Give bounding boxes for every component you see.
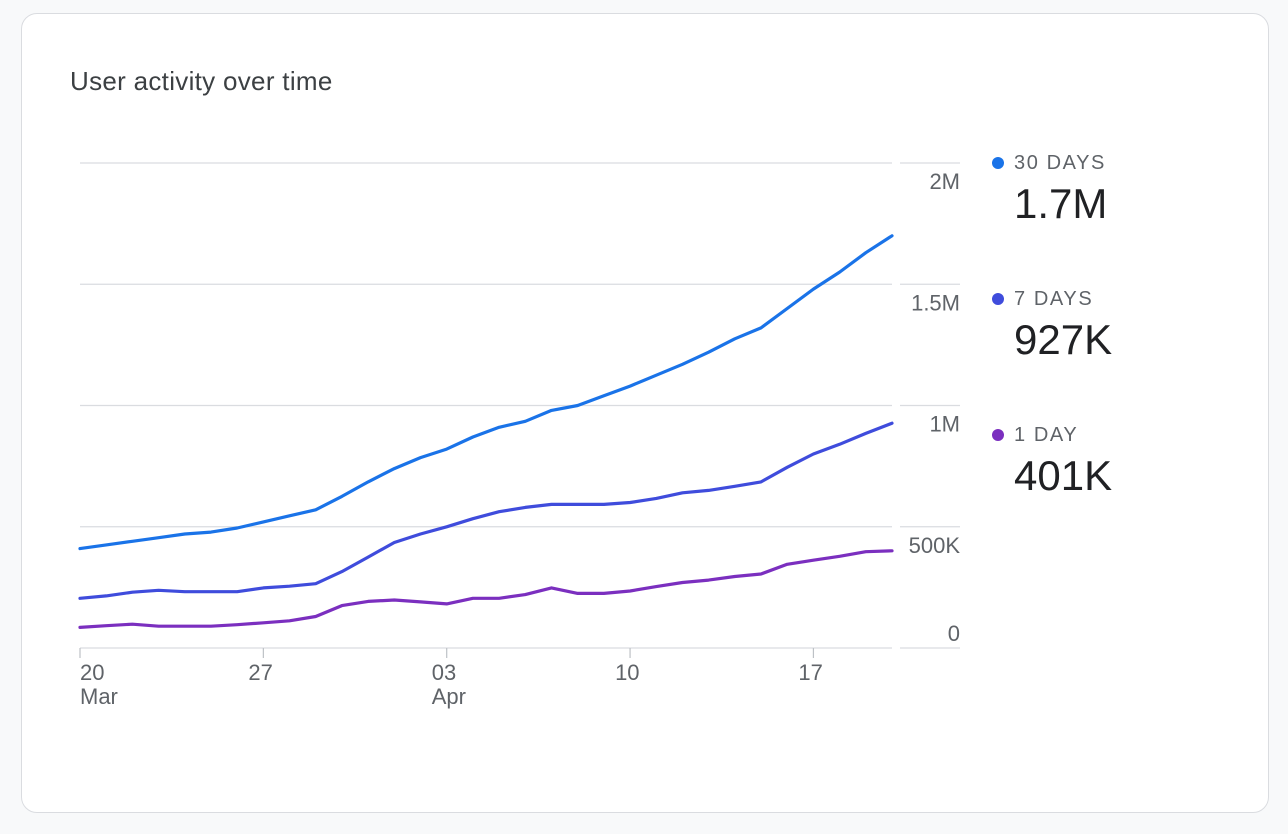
legend-value: 927K xyxy=(1014,316,1113,363)
legend-label: 30 DAYS xyxy=(1014,151,1106,174)
legend-item-30-days[interactable]: 30 DAYS 1.7M xyxy=(992,150,1222,228)
legend-value: 1.7M xyxy=(1014,180,1108,227)
legend-dot-icon xyxy=(992,293,1004,305)
y-tick-label: 1M xyxy=(929,412,960,437)
series-line-1-day xyxy=(78,549,894,630)
y-tick-label: 500K xyxy=(909,533,961,558)
x-tick-label: 20 xyxy=(80,660,104,685)
user-activity-card: User activity over time xyxy=(21,13,1269,813)
series-line-7-days xyxy=(78,421,894,600)
legend-dot-icon xyxy=(992,157,1004,169)
legend-label: 7 DAYS xyxy=(1014,287,1094,310)
x-tick-label: 27 xyxy=(248,660,272,685)
legend-item-7-days[interactable]: 7 DAYS 927K xyxy=(992,286,1222,364)
x-tick-month-label: Mar xyxy=(80,684,118,709)
y-axis: 0 500K 1M 1.5M 2M xyxy=(909,169,961,646)
legend-dot-icon xyxy=(992,429,1004,441)
legend-item-1-day[interactable]: 1 DAY 401K xyxy=(992,422,1222,500)
x-tick-month-label: Apr xyxy=(432,684,466,709)
chart-series xyxy=(78,234,894,630)
grid-lines xyxy=(80,162,960,649)
y-tick-label: 1.5M xyxy=(911,290,960,315)
series-line-30-days xyxy=(78,234,894,551)
legend-label: 1 DAY xyxy=(1014,423,1079,446)
y-tick-label: 2M xyxy=(929,169,960,194)
x-tick-label: 03 xyxy=(432,660,456,685)
legend-value: 401K xyxy=(1014,452,1113,499)
x-tick-label: 10 xyxy=(615,660,639,685)
y-tick-label: 0 xyxy=(948,621,960,646)
x-tick-label: 17 xyxy=(798,660,822,685)
chart-title: User activity over time xyxy=(70,66,333,96)
